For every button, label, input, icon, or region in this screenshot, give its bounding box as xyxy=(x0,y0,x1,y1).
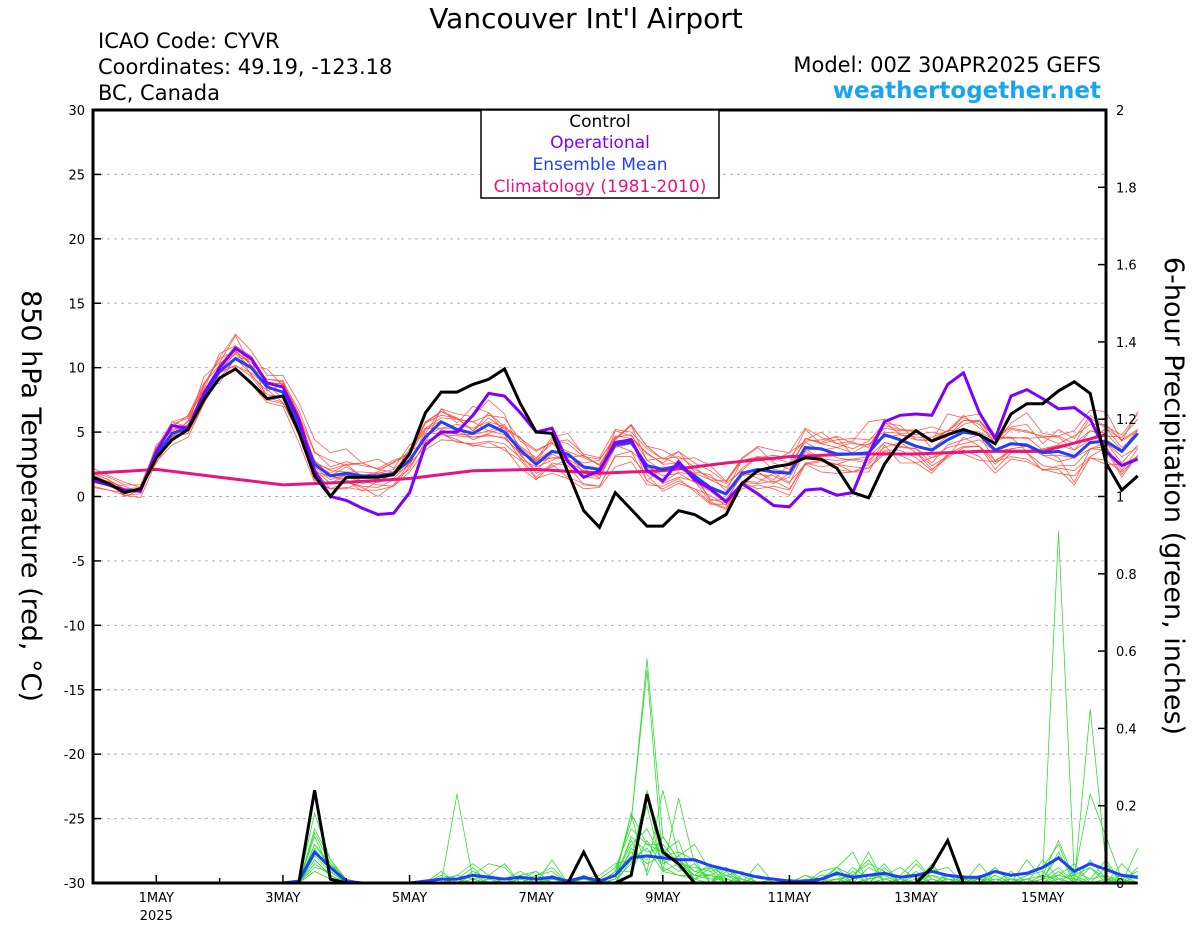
y2-tick-label: 0 xyxy=(1116,877,1124,892)
y-tick-label: 30 xyxy=(68,104,85,119)
temp-member-line xyxy=(92,333,1139,494)
temp-member-line xyxy=(92,351,1138,494)
gridlines xyxy=(93,173,1106,820)
x-tick-label: 5MAY xyxy=(392,891,427,906)
model-run: Model: 00Z 30APR2025 GEFS xyxy=(793,53,1101,77)
y-tick-label: -10 xyxy=(64,619,85,634)
temp-operational-line xyxy=(92,346,1139,517)
chart-title: Vancouver Int'l Airport xyxy=(429,2,743,35)
precip-member-line xyxy=(93,794,1138,884)
y-axis-title: 850 hPa Temperature (red, °C) xyxy=(15,290,46,702)
y2-tick-label: 0.2 xyxy=(1116,800,1137,815)
x-tick-label: 13MAY xyxy=(894,891,938,906)
y-tick-label: -15 xyxy=(64,684,85,699)
y-tick-label: 5 xyxy=(77,426,85,441)
y-tick-label: 10 xyxy=(68,362,85,377)
y2-tick-label: 1 xyxy=(1116,491,1124,506)
y2-tick-label: 0.8 xyxy=(1116,568,1137,583)
y2-tick-label: 0.6 xyxy=(1116,645,1137,660)
legend-box xyxy=(480,109,720,199)
coordinates: Coordinates: 49.19, -123.18 xyxy=(98,55,392,79)
y2-tick-label: 1.8 xyxy=(1116,181,1137,196)
x-tick-sublabel: 2025 xyxy=(140,909,173,924)
x-tick-label: 3MAY xyxy=(265,891,300,906)
precip-member-line xyxy=(93,709,1138,884)
temp-member-line xyxy=(92,369,1138,510)
temp-control-line xyxy=(92,366,1139,531)
y2-axis-title: 6-hour Precipitation (green, inches) xyxy=(1158,257,1189,735)
precip-member-line xyxy=(93,790,1138,884)
legend-operational: Operational xyxy=(550,133,650,153)
y-tick-label: 15 xyxy=(68,297,85,312)
temp-members xyxy=(92,333,1139,510)
y-tick-label: -20 xyxy=(64,748,85,763)
precip-member-line xyxy=(93,531,1138,884)
y-tick-label: 0 xyxy=(77,491,85,506)
main-series xyxy=(92,346,1139,885)
y-tick-label: -30 xyxy=(64,877,85,892)
y-tick-label: 20 xyxy=(68,233,85,248)
y-tick-label: 25 xyxy=(68,168,85,183)
y2-tick-label: 1.2 xyxy=(1116,413,1137,428)
y2-tick-label: 0.4 xyxy=(1116,722,1137,737)
y-tick-label: -25 xyxy=(64,813,85,828)
x-tick-label: 1MAY xyxy=(139,891,174,906)
precip-control-line xyxy=(93,789,1138,885)
legend-ensemble-mean: Ensemble Mean xyxy=(532,155,667,175)
precip-member-line xyxy=(93,790,1138,884)
legend: Control Operational Ensemble Mean Climat… xyxy=(480,109,720,199)
icao-code: ICAO Code: CYVR xyxy=(98,29,280,53)
x-tick-label: 11MAY xyxy=(768,891,812,906)
precip-member-line xyxy=(93,658,1138,884)
precip-member-line xyxy=(93,670,1138,884)
temp-climatology-line xyxy=(92,433,1107,487)
y2-tick-label: 1.4 xyxy=(1116,336,1137,351)
x-tick-label: 7MAY xyxy=(519,891,554,906)
y2-tick-label: 1.6 xyxy=(1116,259,1137,274)
temp-member-line xyxy=(92,350,1138,505)
x-tick-label: 15MAY xyxy=(1021,891,1065,906)
y2-tick-label: 2 xyxy=(1116,104,1124,119)
axes: 302520151050-5-10-15-20-25-3021.81.61.41… xyxy=(64,104,1137,924)
precip-members xyxy=(93,531,1139,884)
y-tick-label: -5 xyxy=(72,555,85,570)
legend-control: Control xyxy=(569,112,630,132)
region: BC, Canada xyxy=(98,81,220,105)
legend-climatology: Climatology (1981-2010) xyxy=(494,177,707,197)
x-tick-label: 9MAY xyxy=(645,891,680,906)
site-name[interactable]: weathertogether.net xyxy=(833,78,1101,104)
